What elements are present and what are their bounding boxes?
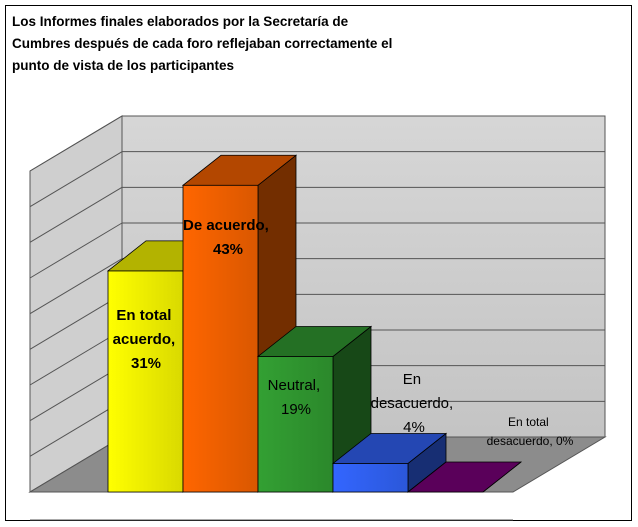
bar-front — [107, 270, 184, 493]
bar-front — [332, 463, 409, 493]
grid-line — [29, 436, 123, 493]
bar-top — [331, 433, 448, 464]
grid-line — [29, 365, 123, 422]
data-label: En desacuerdo, 4% — [371, 371, 458, 436]
grid-line — [29, 186, 123, 243]
chart-title: Los Informes finales elaborados por la S… — [12, 14, 396, 73]
grid-line — [29, 258, 123, 315]
data-label: En total acuerdo, 31% — [113, 307, 180, 372]
data-label: Neutral, 19% — [268, 377, 325, 418]
grid-line — [29, 222, 123, 279]
data-label: En total desacuerdo, 0% — [487, 415, 574, 448]
grid-line — [29, 115, 123, 172]
grid-line — [29, 293, 123, 350]
grid-line — [29, 151, 123, 208]
bar-top — [256, 326, 373, 357]
grid-line — [29, 329, 123, 386]
bar-top — [181, 154, 298, 186]
grid-line — [29, 400, 123, 457]
data-label: De acuerdo, 43% — [183, 217, 273, 258]
bar-top — [406, 461, 523, 493]
